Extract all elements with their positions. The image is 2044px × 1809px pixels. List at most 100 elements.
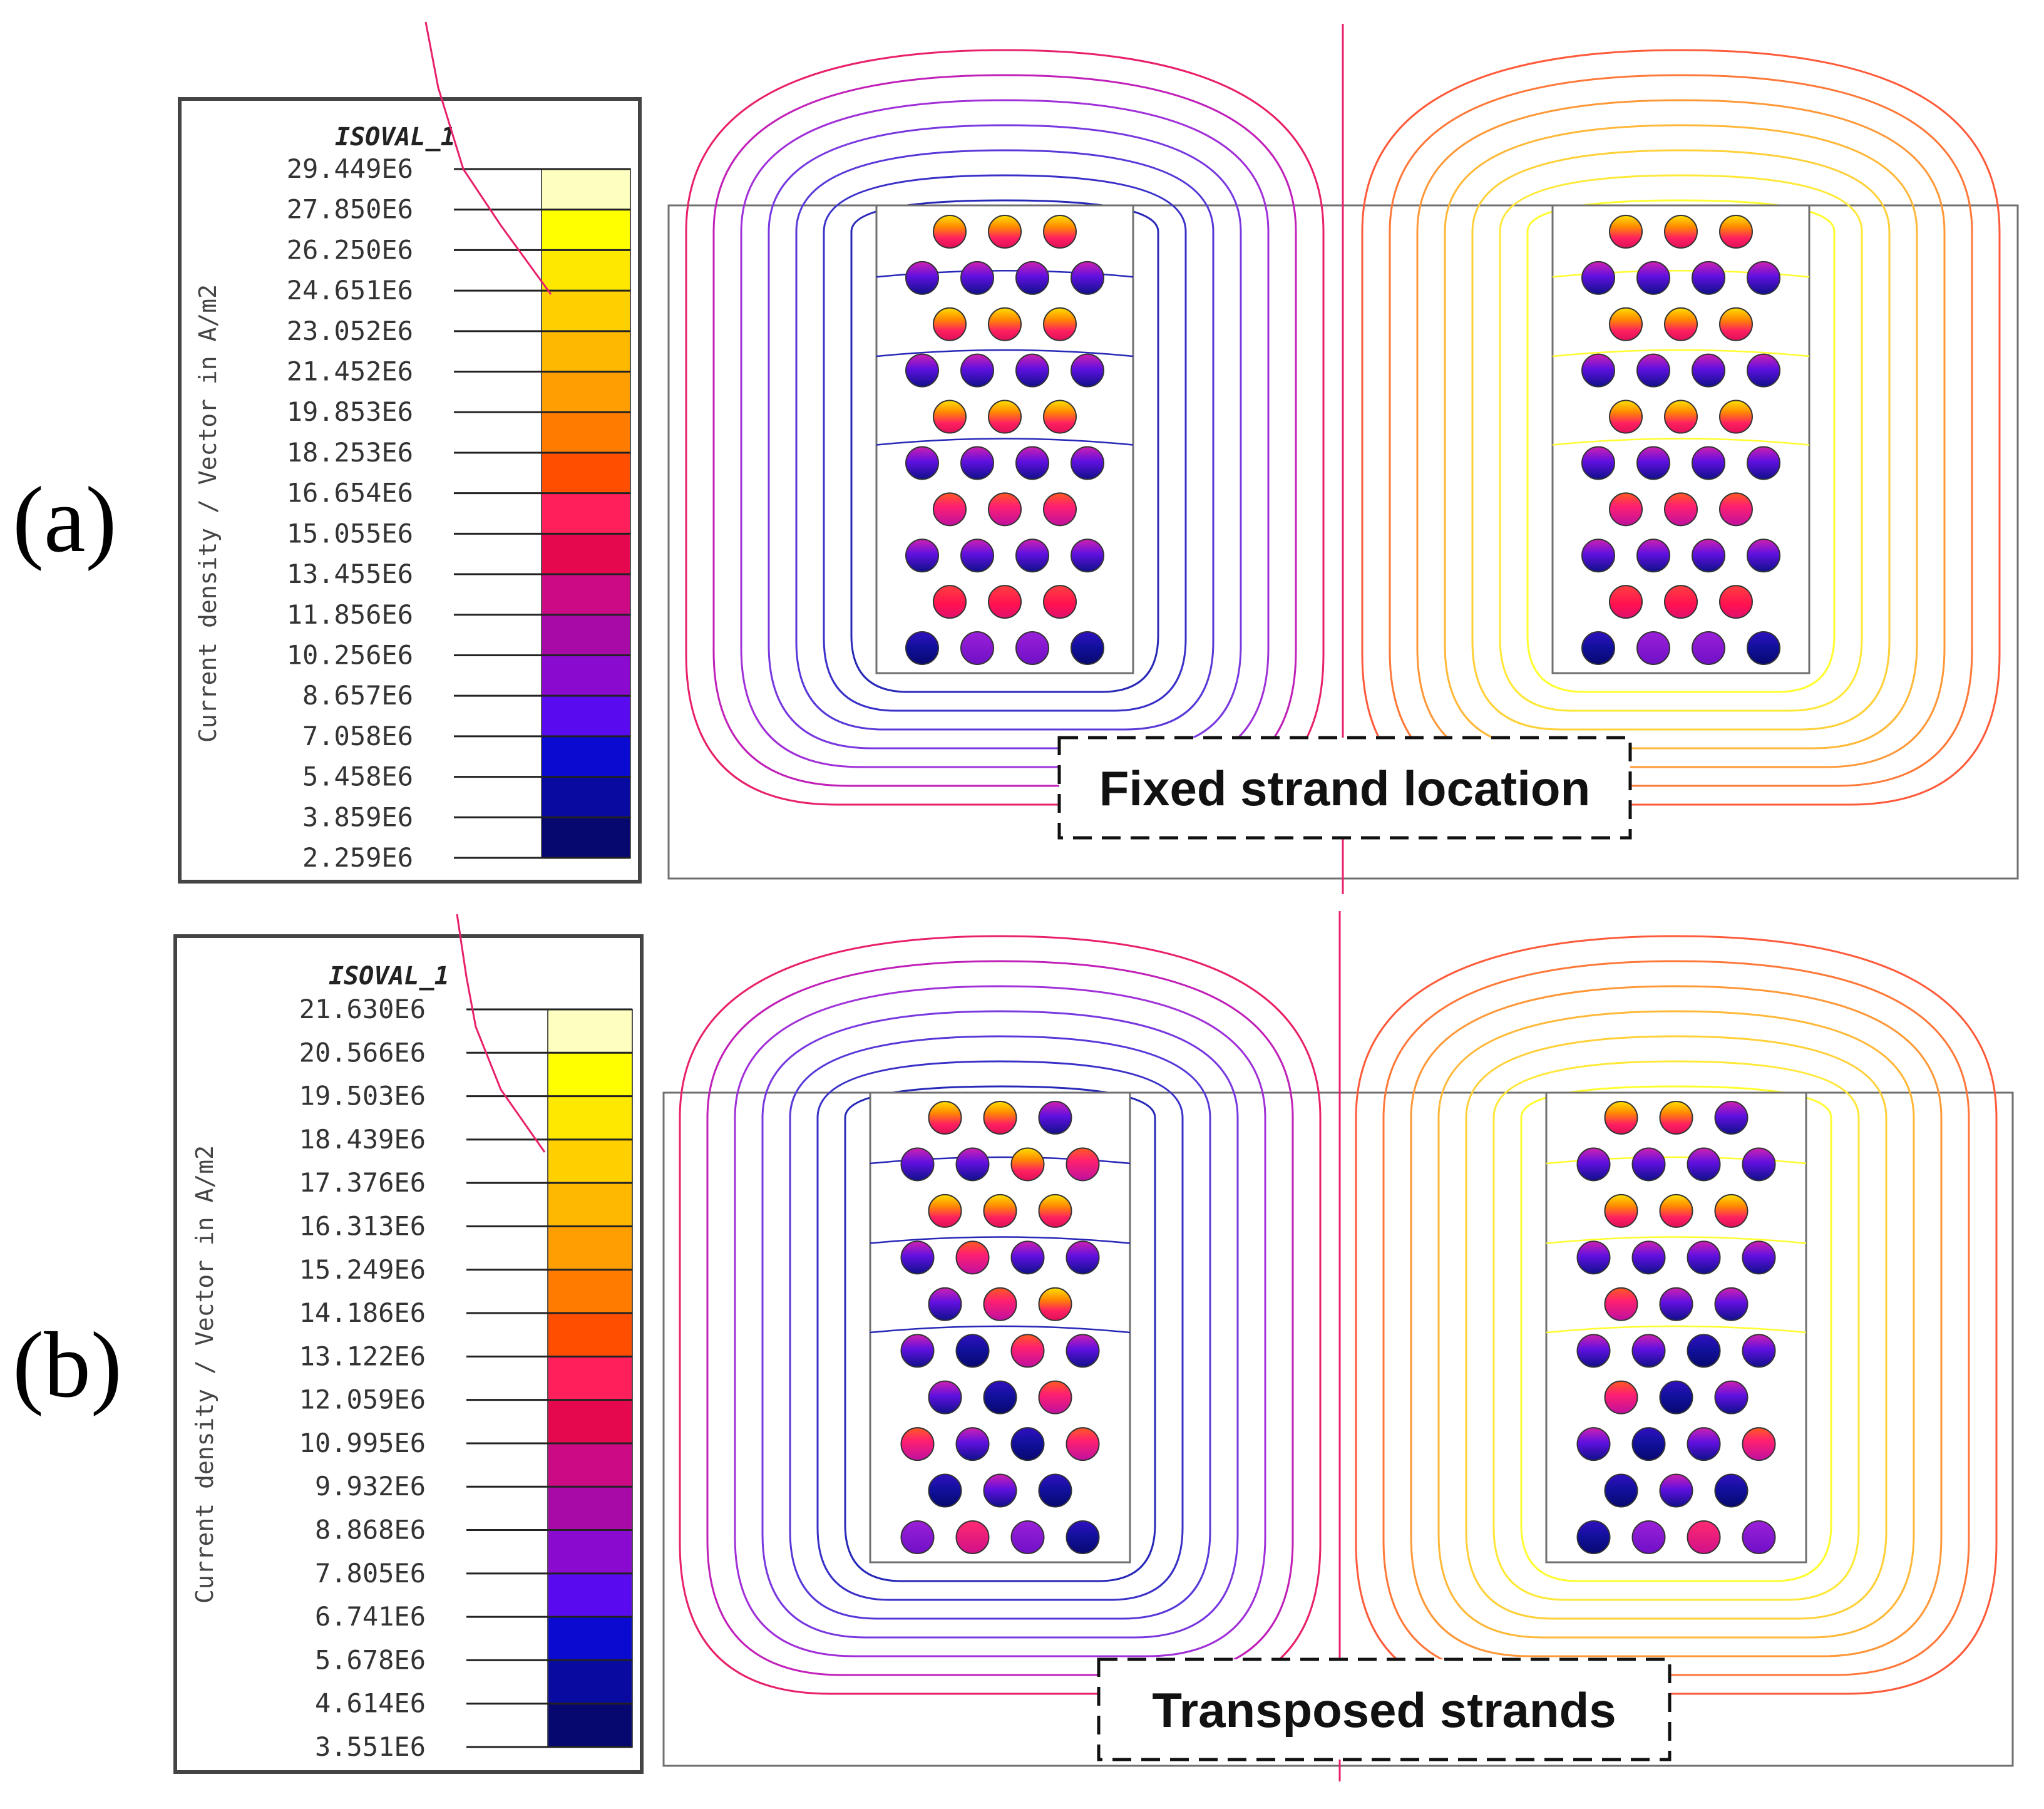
strand-circle [1581,446,1615,480]
contour-line [712,74,1297,787]
strand-circle [1071,539,1104,573]
legend-value: 15.055E6 [287,518,413,549]
strand-circle [1043,215,1077,249]
strand-circle [1664,585,1698,619]
legend-color-swatch [548,1053,632,1097]
legend-value: 14.186E6 [299,1297,426,1328]
strand-circle [1631,1147,1666,1182]
legend-value: 29.449E6 [287,153,413,184]
legend-value: 5.458E6 [302,761,413,792]
strand-circle [1071,446,1104,480]
contour-line [424,21,552,295]
strand-circle [1043,307,1077,341]
strand-circle [1015,260,1049,295]
legend-value: 20.566E6 [299,1037,426,1068]
contour-line [768,124,1242,750]
strand-circle [1747,539,1780,573]
strand-circle [1659,1380,1693,1415]
strand-circle [1747,353,1780,388]
contour-line [685,49,1325,806]
strand-circle [1636,631,1670,665]
legend-color-swatch [542,331,630,373]
strand-circle [1038,1101,1072,1135]
contour-line [734,985,1266,1657]
legend-value: 18.253E6 [287,437,413,468]
strand-circle [1747,631,1780,665]
strand-circle [983,1380,1017,1415]
strand-circle [955,1240,990,1275]
strand-circle [1015,353,1049,388]
strand-circle [1742,1147,1776,1182]
strand-circle [905,631,939,665]
strand-circle [928,1380,962,1415]
strand-circle [1576,1147,1611,1182]
strand-circle [1742,1240,1776,1275]
slot-contour-line [870,1236,1131,1244]
strand-circle [1071,631,1104,665]
legend-color-swatch [542,776,630,818]
strand-circle [1609,492,1643,527]
contour-line [1499,174,1863,712]
strand-circle [1609,307,1643,341]
legend-color-swatch [548,1183,632,1227]
legend-value: 13.455E6 [287,559,413,589]
strand-circle [905,539,939,573]
strand-circle [1581,353,1615,388]
strand-circle [1747,446,1780,480]
slot-contour-line [1552,349,1810,358]
strand-circle [1719,307,1753,341]
strand-circle [933,492,967,527]
strand-circle [1010,1520,1045,1554]
strand-circle [900,1240,935,1275]
legend-value: 2.259E6 [302,842,413,873]
legend-color-swatch [542,250,630,292]
strand-circle [905,260,939,295]
strand-circle [1719,585,1753,619]
legend-color-swatch [548,1009,632,1054]
legend-value: 19.853E6 [287,396,413,427]
panel-label: (b) [13,1313,122,1417]
strand-circle [1038,1473,1072,1508]
strand-circle [1664,399,1698,434]
strand-circle [1071,353,1104,388]
legend-axis-label: Current density / Vector in A/m2 [191,1145,218,1604]
slot-contour-line [1546,1325,1807,1334]
strand-circle [1604,1193,1638,1228]
strand-circle [1742,1520,1776,1554]
contour-line [740,99,1270,768]
strand-circle [1664,215,1698,249]
strand-circle [1043,492,1077,527]
strand-circle [1038,1287,1072,1321]
strand-circle [1714,1287,1749,1321]
legend-value: 9.932E6 [315,1471,426,1502]
legend-value: 11.856E6 [287,599,413,630]
legend-color-swatch [542,574,630,616]
legend-color-swatch [542,736,630,778]
legend-color-swatch [542,655,630,697]
legend-color-swatch [548,1443,632,1488]
strand-circle [900,1147,935,1182]
strand-circle [983,1287,1017,1321]
strand-circle [1576,1334,1611,1368]
legend-color-swatch [542,817,630,858]
strand-circle [928,1101,962,1135]
strand-circle [933,585,967,619]
legend-value: 26.250E6 [287,234,413,265]
legend-color-swatch [542,493,630,535]
strand-circle [955,1147,990,1182]
legend-color-swatch [548,1487,632,1531]
legend-value: 21.630E6 [299,994,426,1024]
strand-circle [988,492,1022,527]
panel-label: (a) [13,468,116,572]
contour-line [823,174,1187,712]
legend-value: 13.122E6 [299,1341,426,1371]
legend-value: 17.376E6 [299,1167,426,1198]
strand-circle [1719,399,1753,434]
legend-value: 7.058E6 [302,721,413,751]
strand-circle [1010,1240,1045,1275]
strand-circle [1714,1193,1749,1228]
legend-value: 15.249E6 [299,1254,426,1285]
strand-circle [1714,1473,1749,1508]
legend-color-swatch [542,614,630,656]
strand-circle [955,1427,990,1461]
